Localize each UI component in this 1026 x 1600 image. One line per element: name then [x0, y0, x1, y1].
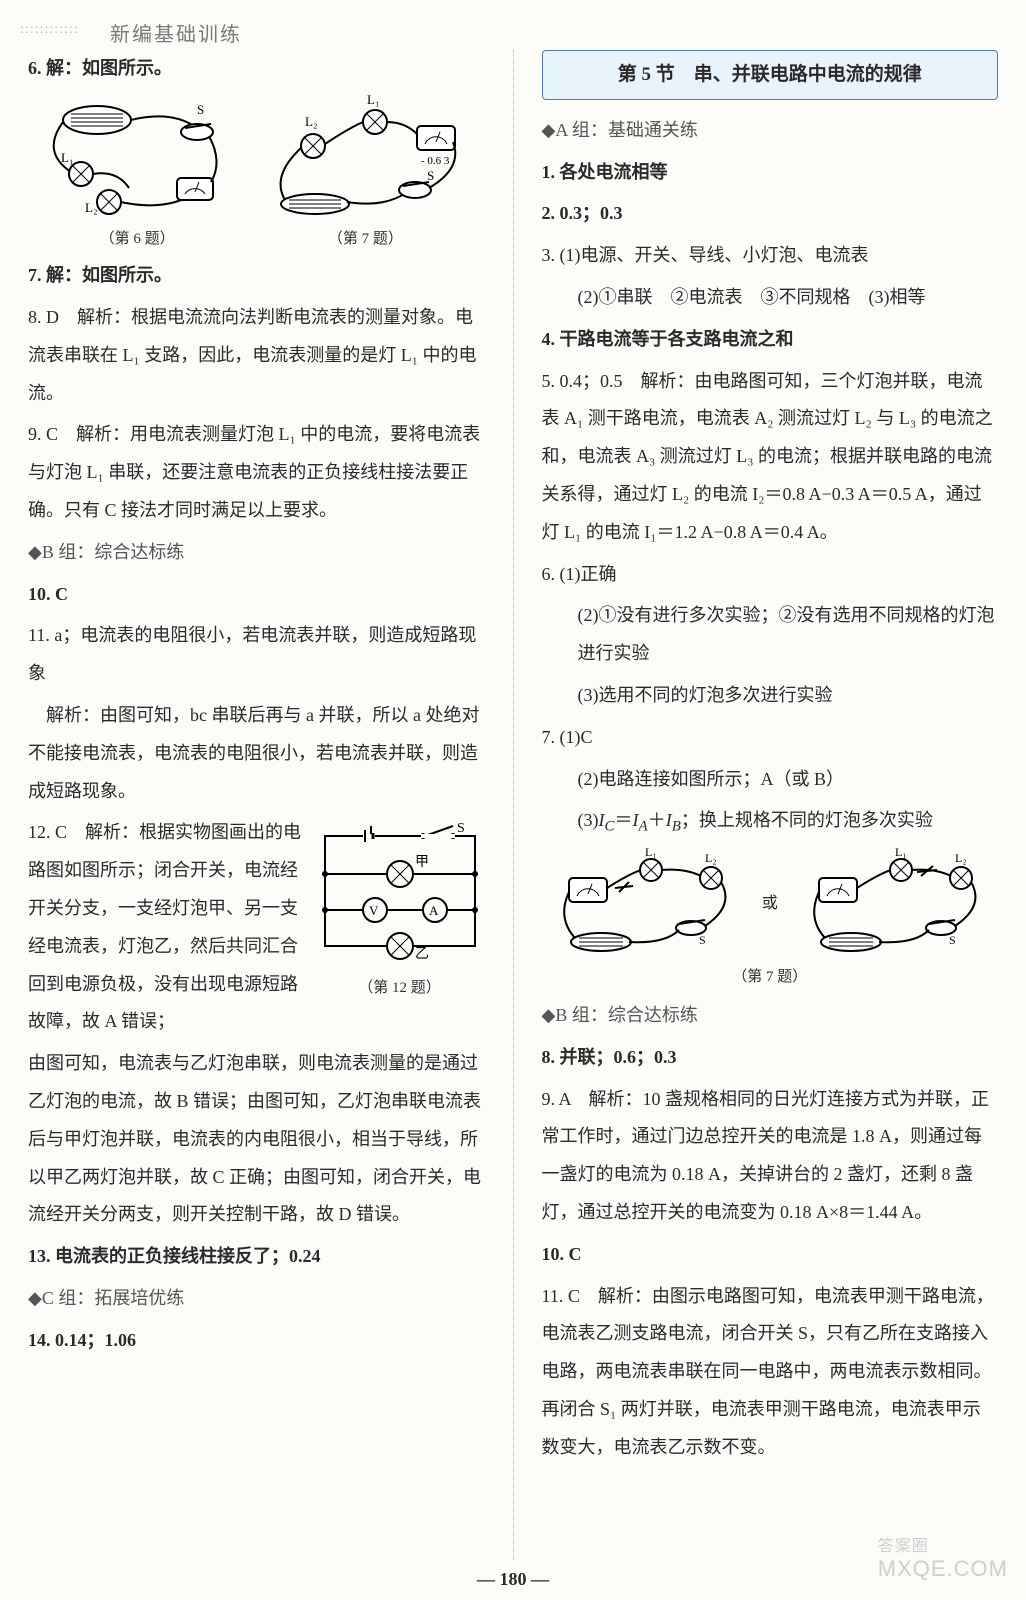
- q11b-left: 解析：由图可知，bc 串联后再与 a 并联，所以 a 处绝对不能接电流表，电流表…: [28, 697, 485, 810]
- page-content: 6. 解：如图所示。 S L₁ L₂: [0, 50, 1026, 1560]
- circuit-fig6-icon: S L₁ L₂: [47, 92, 227, 222]
- watermark-cn: 答案圈: [878, 1532, 1008, 1556]
- watermark: 答案圈 MXQE.COM: [878, 1532, 1008, 1582]
- q2-right: 2. 0.3；0.3: [542, 195, 999, 233]
- q11b-text: 解析：由图可知，bc 串联后再与 a 并联，所以 a 处绝对不能接电流表，电流表…: [28, 705, 479, 801]
- page-number: — 180 —: [0, 1569, 1026, 1590]
- q12b-left: 由图可知，电流表与乙灯泡串联，则电流表测量的是通过乙灯泡的电流，故 B 错误；由…: [28, 1045, 485, 1234]
- fig12-caption: （第 12 题）: [315, 973, 485, 1005]
- q4-right: 4. 干路电流等于各支路电流之和: [542, 321, 999, 359]
- q1-right: 1. 各处电流相等: [542, 154, 999, 192]
- section-banner: 第 5 节 串、并联电路中电流的规律: [542, 50, 999, 100]
- q7a-right: 7. (1)C: [542, 719, 999, 757]
- q10-right: 10. C: [542, 1236, 999, 1274]
- watermark-en: MXQE.COM: [878, 1556, 1008, 1581]
- fig7-caption-left: （第 7 题）: [265, 224, 465, 256]
- q9-right: 9. A 解析：10 盏规格相同的日光灯连接方式为并联，正常工作时，通过门边总控…: [542, 1081, 999, 1232]
- q3a-right: 3. (1)电源、开关、导线、小灯泡、电流表: [542, 237, 999, 275]
- svg-text:L₁: L₁: [895, 848, 907, 859]
- figure-6: S L₁ L₂ （第 6 题）: [47, 92, 227, 256]
- q6a-right: 6. (1)正确: [542, 556, 999, 594]
- svg-text:A: A: [429, 903, 439, 918]
- figure-7r-b: L₁ L₂ S: [805, 848, 985, 960]
- svg-text:乙: 乙: [415, 946, 429, 960]
- group-b-right: ◆B 组：综合达标练: [542, 997, 999, 1035]
- fig7r-caption: （第 7 题）: [542, 962, 999, 994]
- svg-text:L₁: L₁: [367, 92, 379, 107]
- right-column: 第 5 节 串、并联电路中电流的规律 ◆A 组：基础通关练 1. 各处电流相等 …: [514, 50, 1026, 1560]
- figure-row-6-7: S L₁ L₂ （第 6 题）: [28, 92, 485, 256]
- figure-7-left: L₂ L₁ - 0.6 3 S: [265, 92, 465, 256]
- q8-right: 8. 并联；0.6；0.3: [542, 1039, 999, 1077]
- figure-12: S 甲 V A 乙 （第 12 题）: [315, 820, 485, 1004]
- svg-text:甲: 甲: [415, 855, 429, 870]
- book-title: 新编基础训练: [110, 18, 242, 47]
- svg-text:L₁: L₁: [645, 848, 657, 859]
- svg-text:L₂: L₂: [705, 851, 717, 865]
- q6c-right: (3)选用不同的灯泡多次进行实验: [578, 677, 999, 715]
- svg-text:S: S: [949, 933, 956, 947]
- q13-left: 13. 电流表的正负接线柱接反了；0.24: [28, 1238, 485, 1276]
- q3b-right: (2)①串联 ②电流表 ③不同规格 (3)相等: [578, 279, 999, 317]
- svg-text:- 0.6 3: - 0.6 3: [421, 155, 450, 167]
- q10-left: 10. C: [28, 576, 485, 614]
- left-column: 6. 解：如图所示。 S L₁ L₂: [0, 50, 514, 1560]
- q14-left: 14. 0.14；1.06: [28, 1322, 485, 1360]
- q8-text: 8. D 解析：根据电流流向法判断电流表的测量对象。电流表串联在 L₁ 支路，因…: [28, 299, 485, 412]
- svg-text:S: S: [427, 168, 434, 183]
- circuit-fig7r-b-icon: L₁ L₂ S: [805, 848, 985, 958]
- figure-row-7-right: L₁ L₂ S 或: [542, 848, 999, 960]
- header-dots: ::::::::::::: [20, 22, 79, 38]
- circuit-fig7left-icon: L₂ L₁ - 0.6 3 S: [265, 92, 465, 222]
- q9-text: 9. C 解析：用电流表测量灯泡 L₁ 中的电流，要将电流表与灯泡 L₁ 串联，…: [28, 416, 485, 529]
- or-label: 或: [762, 887, 778, 921]
- group-a-right: ◆A 组：基础通关练: [542, 112, 999, 150]
- svg-text:S: S: [457, 821, 465, 836]
- fig6-caption: （第 6 题）: [47, 224, 227, 256]
- group-c-left: ◆C 组：拓展培优练: [28, 1280, 485, 1318]
- q7b-right: (2)电路连接如图所示；A（或 B）: [578, 761, 999, 799]
- q6-label: 6. 解：如图所示。: [28, 50, 485, 88]
- svg-text:S: S: [699, 933, 706, 947]
- svg-text:L₁: L₁: [61, 150, 73, 165]
- q5-right: 5. 0.4；0.5 解析：由电路图可知，三个灯泡并联，电流表 A₁ 测干路电流…: [542, 363, 999, 552]
- q6b-right: (2)①没有进行多次实验；②没有选用不同规格的灯泡进行实验: [578, 597, 999, 673]
- figure-7r-a: L₁ L₂ S: [555, 848, 735, 960]
- svg-text:S: S: [197, 102, 204, 117]
- circuit-fig12-icon: S 甲 V A 乙: [315, 820, 485, 960]
- group-b-left: ◆B 组：综合达标练: [28, 534, 485, 572]
- q11a-left: 11. a；电流表的电阻很小，若电流表并联，则造成短路现象: [28, 617, 485, 693]
- svg-text:V: V: [369, 903, 379, 918]
- svg-text:L₂: L₂: [305, 114, 317, 129]
- circuit-fig7r-a-icon: L₁ L₂ S: [555, 848, 735, 958]
- q7c-right: (3)IC＝IA＋IB；换上规格不同的灯泡多次实验: [578, 802, 999, 843]
- svg-text:L₂: L₂: [955, 851, 967, 865]
- svg-text:L₂: L₂: [85, 200, 97, 215]
- q7-label: 7. 解：如图所示。: [28, 257, 485, 295]
- q11-right: 11. C 解析：由图示电路图可知，电流表甲测干路电流，电流表乙测支路电流，闭合…: [542, 1278, 999, 1467]
